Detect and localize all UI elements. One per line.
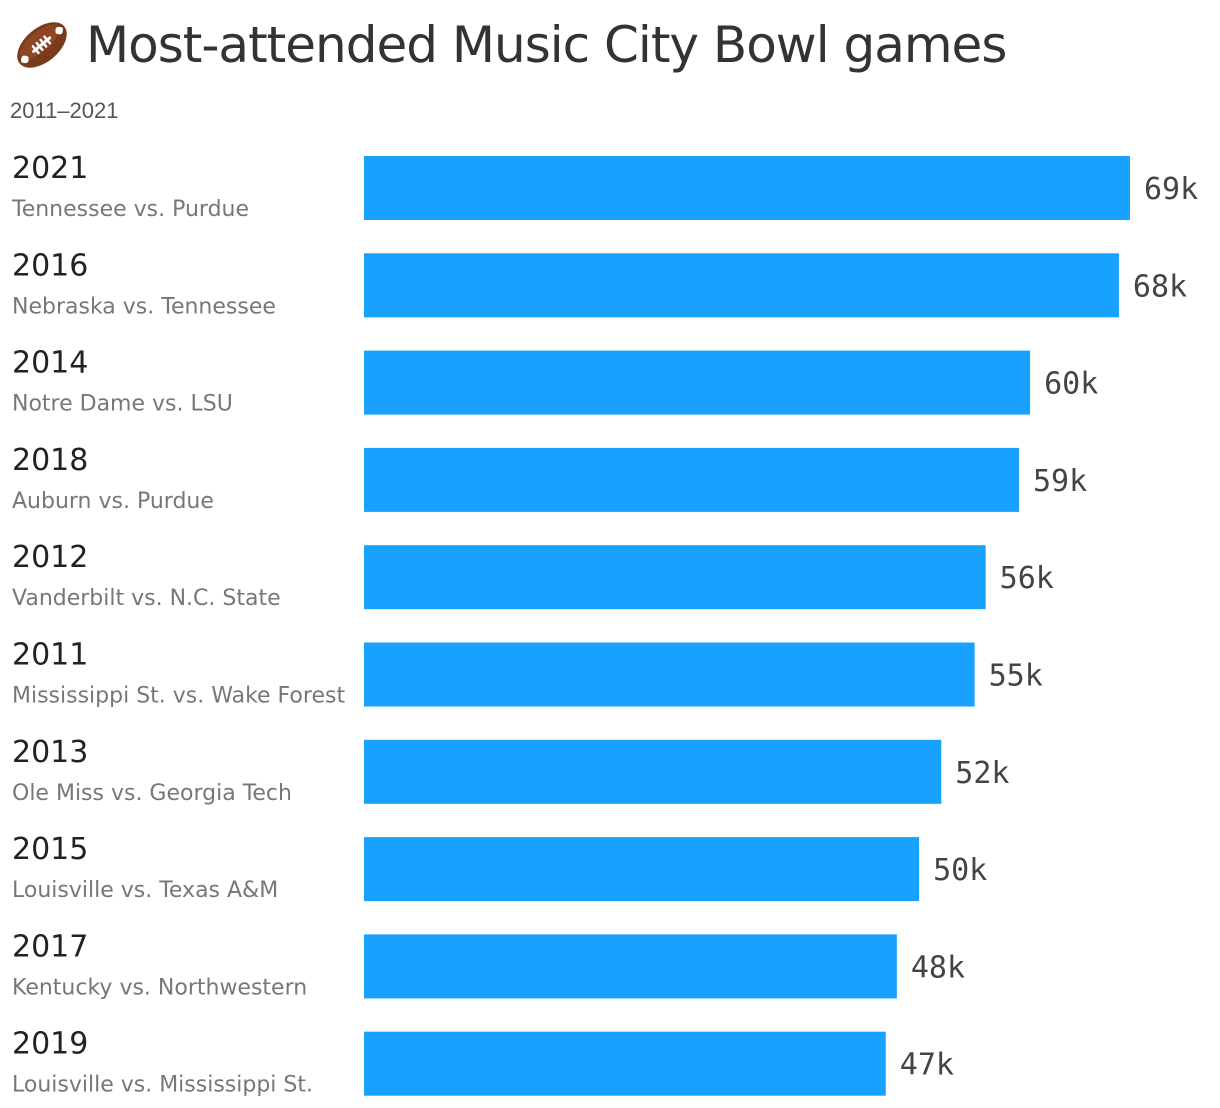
- value-label: 55k: [989, 659, 1043, 694]
- american-football-icon: [17, 22, 67, 68]
- value-label: 47k: [900, 1048, 954, 1083]
- bar: [364, 642, 975, 707]
- year-label: 2017: [12, 929, 88, 964]
- game-label: Notre Dame vs. LSU: [12, 392, 233, 417]
- bar-row: 2018 Auburn vs. Purdue 59k: [12, 443, 1087, 514]
- year-label: 2013: [12, 735, 88, 770]
- game-label: Louisville vs. Texas A&M: [12, 878, 278, 903]
- game-label: Tennessee vs. Purdue: [11, 197, 249, 222]
- game-label: Auburn vs. Purdue: [12, 489, 214, 514]
- value-label: 50k: [933, 853, 987, 888]
- bar: [364, 253, 1119, 318]
- year-label: 2011: [12, 638, 88, 673]
- game-label: Mississippi St. vs. Wake Forest: [12, 684, 345, 709]
- year-label: 2019: [12, 1027, 88, 1062]
- bar-row: 2013 Ole Miss vs. Georgia Tech 52k: [12, 735, 1009, 806]
- year-label: 2014: [12, 346, 88, 381]
- bar: [364, 934, 897, 999]
- bar-row: 2019 Louisville vs. Mississippi St. 47k: [12, 1027, 954, 1098]
- value-label: 59k: [1033, 464, 1087, 499]
- bar: [364, 350, 1031, 415]
- year-label: 2015: [12, 832, 88, 867]
- value-label: 52k: [955, 756, 1009, 791]
- bar: [364, 447, 1019, 512]
- chart-title: Most-attended Music City Bowl games: [86, 16, 1007, 74]
- bar-row: 2014 Notre Dame vs. LSU 60k: [12, 346, 1098, 417]
- value-label: 48k: [911, 950, 965, 985]
- bar-row: 2012 Vanderbilt vs. N.C. State 56k: [12, 540, 1054, 611]
- chart-subtitle: 2011–2021: [10, 98, 119, 123]
- game-label: Nebraska vs. Tennessee: [12, 294, 276, 319]
- value-label: 69k: [1144, 172, 1198, 207]
- game-label: Ole Miss vs. Georgia Tech: [12, 781, 292, 806]
- chart-header: Most-attended Music City Bowl games: [12, 10, 1202, 80]
- game-label: Louisville vs. Mississippi St.: [12, 1073, 313, 1098]
- bar-row: 2016 Nebraska vs. Tennessee 68k: [12, 248, 1187, 319]
- bar-row: 2011 Mississippi St. vs. Wake Forest 55k: [12, 638, 1043, 709]
- bar: [364, 739, 942, 804]
- bar-row: 2021 Tennessee vs. Purdue 69k: [11, 151, 1198, 222]
- year-label: 2018: [12, 443, 88, 478]
- game-label: Kentucky vs. Northwestern: [12, 975, 307, 1000]
- bar: [364, 156, 1130, 220]
- year-label: 2012: [12, 540, 88, 575]
- value-label: 68k: [1133, 269, 1187, 304]
- bar: [364, 1031, 886, 1096]
- year-label: 2021: [12, 151, 88, 186]
- bar: [364, 837, 920, 902]
- bar: [364, 545, 986, 610]
- game-label: Vanderbilt vs. N.C. State: [12, 586, 281, 611]
- value-label: 56k: [1000, 561, 1054, 596]
- bar-row: 2017 Kentucky vs. Northwestern 48k: [12, 929, 965, 1000]
- value-label: 60k: [1044, 367, 1098, 402]
- year-label: 2016: [12, 248, 88, 283]
- bar-row: 2015 Louisville vs. Texas A&M 50k: [12, 832, 987, 903]
